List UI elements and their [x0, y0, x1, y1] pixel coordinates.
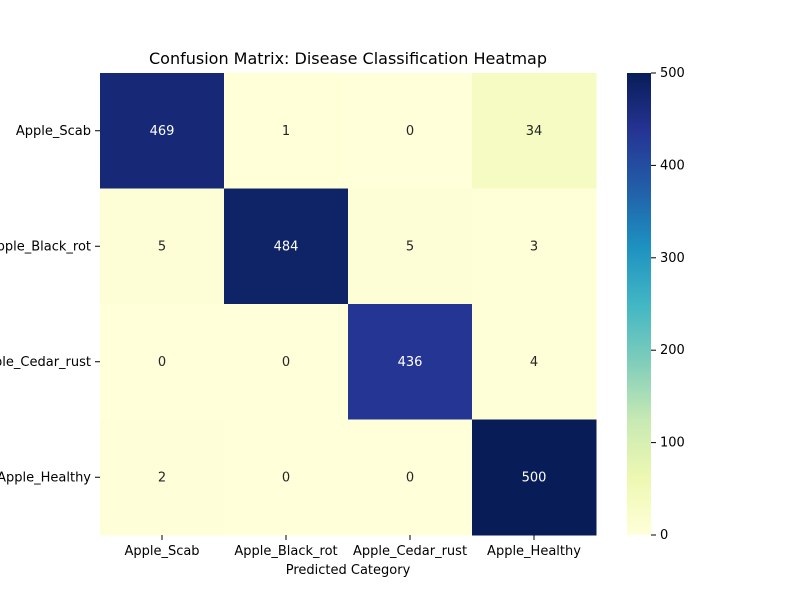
cell-value-label: 0 [282, 470, 290, 485]
heatmap-cell [224, 188, 349, 305]
heatmap-cell [348, 304, 473, 420]
y-tick-label: Apple_Healthy [0, 470, 91, 485]
heatmap-cell [472, 188, 597, 305]
colorbar-tick-label: 0 [660, 528, 668, 543]
x-tick-label: Apple_Scab [124, 544, 199, 559]
y-tick-label: Apple_Scab [16, 124, 91, 139]
x-axis: Apple_Scab Apple_Black_rot Apple_Cedar_rus… [124, 535, 581, 559]
colorbar-tick-label: 200 [660, 343, 685, 358]
cell-value-label: 0 [406, 124, 414, 139]
cell-value-label: 2 [158, 470, 166, 485]
colorbar-tick-label: 100 [660, 436, 685, 451]
heatmap-cell [100, 419, 225, 536]
heatmap-cell [472, 73, 597, 189]
heatmap-cell [472, 419, 597, 536]
y-tick-label: Apple_Cedar_rust [0, 355, 91, 370]
y-axis: Apple_Scab Apple_Black_rot Apple_Cedar_rus… [0, 124, 100, 485]
colorbar-tick-label: 500 [660, 66, 685, 81]
colorbar: 0 100 200 300 400 500 [627, 66, 685, 543]
cell-value-label: 34 [526, 124, 543, 139]
cell-value-label: 0 [282, 355, 290, 370]
cell-value-label: 3 [530, 239, 538, 254]
heatmap-cell [100, 188, 225, 305]
heatmap-cell [348, 73, 473, 189]
heatmap-cell [100, 73, 225, 189]
cell-value-label: 484 [274, 239, 299, 254]
cell-value-label: 469 [150, 124, 175, 139]
colorbar-tick-label: 400 [660, 158, 685, 173]
x-tick-label: Apple_Black_rot [234, 544, 337, 559]
cell-value-label: 1 [282, 124, 290, 139]
heatmap-cell [224, 304, 349, 420]
x-tick-label: Apple_Cedar_rust [353, 544, 467, 559]
colorbar-tick-label: 300 [660, 251, 685, 266]
cell-value-label: 500 [522, 470, 547, 485]
cell-value-label: 0 [406, 470, 414, 485]
heatmap-cell [348, 419, 473, 536]
cell-value-label: 436 [398, 355, 423, 370]
heatmap-cell [224, 73, 349, 189]
heatmap-cells: 469 1 0 34 5 484 5 3 0 0 436 4 2 0 0 500 [100, 73, 597, 536]
y-tick-label: Apple_Black_rot [0, 239, 91, 254]
chart-title: Confusion Matrix: Disease Classification… [149, 49, 547, 68]
heatmap-cell [472, 304, 597, 420]
cell-value-label: 0 [158, 355, 166, 370]
heatmap-cell [224, 419, 349, 536]
cell-value-label: 5 [158, 239, 166, 254]
heatmap-cell [100, 304, 225, 420]
colorbar-gradient [627, 73, 651, 535]
heatmap-cell [348, 188, 473, 305]
cell-value-label: 5 [406, 239, 414, 254]
x-tick-label: Apple_Healthy [487, 544, 581, 559]
cell-value-label: 4 [530, 355, 538, 370]
colorbar-ticks: 0 100 200 300 400 500 [651, 66, 685, 543]
x-axis-label: Predicted Category [286, 563, 411, 578]
